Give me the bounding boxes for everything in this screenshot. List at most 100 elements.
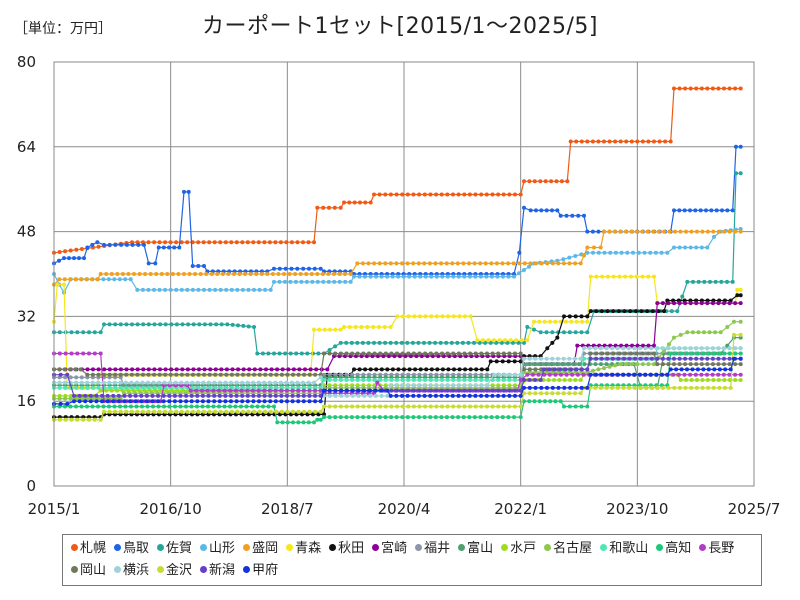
data-point <box>655 385 660 390</box>
data-point <box>533 362 537 367</box>
data-point <box>419 354 424 359</box>
data-point <box>140 404 144 409</box>
data-point <box>355 415 360 420</box>
data-point <box>195 404 199 409</box>
data-point <box>451 388 456 393</box>
data-point <box>605 274 610 279</box>
data-point <box>579 330 584 335</box>
legend-label: 金沢 <box>166 563 193 578</box>
data-point <box>90 372 95 377</box>
data-point <box>706 385 711 390</box>
data-point <box>370 354 375 359</box>
data-point <box>268 287 273 292</box>
data-point <box>79 375 84 380</box>
data-point <box>738 372 743 377</box>
data-point <box>417 415 421 420</box>
legend-item: 岡山 <box>71 560 106 582</box>
data-point <box>668 139 673 144</box>
data-point <box>473 274 478 279</box>
data-point <box>573 330 578 335</box>
data-point <box>434 351 439 356</box>
data-point <box>113 367 118 372</box>
data-point <box>333 351 338 356</box>
data-point <box>534 261 538 266</box>
data-point <box>694 385 699 390</box>
data-point <box>178 399 183 404</box>
data-point <box>326 272 331 276</box>
data-point <box>229 409 234 414</box>
data-point <box>611 351 616 356</box>
data-point <box>377 415 382 420</box>
data-point <box>412 314 417 319</box>
data-point <box>343 272 348 276</box>
data-point <box>548 399 553 404</box>
data-point <box>462 378 467 382</box>
data-point <box>79 404 84 409</box>
data-point <box>124 322 129 327</box>
data-point <box>585 314 590 319</box>
data-point <box>507 378 512 382</box>
data-point <box>416 340 421 345</box>
data-point <box>306 420 311 425</box>
data-point <box>246 287 251 292</box>
series-盛岡 <box>52 229 743 287</box>
data-point <box>284 240 289 245</box>
data-point <box>113 242 118 247</box>
data-point <box>190 264 195 268</box>
data-point <box>252 287 256 292</box>
data-point <box>507 393 512 398</box>
data-point <box>423 274 428 279</box>
data-point <box>604 346 609 351</box>
data-point <box>450 415 455 420</box>
data-point <box>725 325 730 329</box>
data-point <box>632 372 637 377</box>
data-point <box>102 372 106 377</box>
data-point <box>315 205 320 210</box>
data-point <box>564 213 569 218</box>
data-point <box>375 354 380 359</box>
data-point <box>290 399 295 404</box>
data-point <box>733 301 738 306</box>
data-point <box>480 338 485 343</box>
data-point <box>585 245 590 250</box>
data-point <box>179 287 184 292</box>
data-point <box>474 367 479 372</box>
data-point <box>725 343 730 348</box>
data-point <box>223 399 228 404</box>
data-point <box>234 399 239 404</box>
data-point <box>440 351 444 356</box>
data-point <box>154 272 159 276</box>
data-point <box>640 274 645 279</box>
data-point <box>607 139 612 144</box>
data-point <box>406 314 411 319</box>
data-point <box>699 86 704 91</box>
data-point <box>593 362 598 367</box>
data-point <box>306 240 311 245</box>
data-point <box>722 351 727 356</box>
data-point <box>490 388 495 393</box>
data-point <box>236 323 240 328</box>
data-point <box>522 391 526 396</box>
data-point <box>705 356 710 361</box>
data-point <box>467 415 472 420</box>
data-point <box>241 367 246 372</box>
data-point <box>252 372 256 377</box>
data-point <box>257 399 261 404</box>
data-point <box>85 385 90 390</box>
data-point <box>689 229 694 234</box>
data-point <box>717 367 722 372</box>
data-point <box>251 380 256 385</box>
data-point <box>150 393 155 398</box>
legend-dot-icon <box>200 566 208 573</box>
data-point <box>536 372 541 377</box>
data-point <box>378 404 383 409</box>
data-point <box>585 330 590 335</box>
data-point <box>263 409 268 414</box>
data-point <box>507 388 512 393</box>
data-point <box>613 250 618 255</box>
data-point <box>418 274 423 279</box>
data-point <box>518 378 523 382</box>
data-point <box>308 367 313 372</box>
data-point <box>81 330 86 335</box>
data-point <box>688 372 693 377</box>
